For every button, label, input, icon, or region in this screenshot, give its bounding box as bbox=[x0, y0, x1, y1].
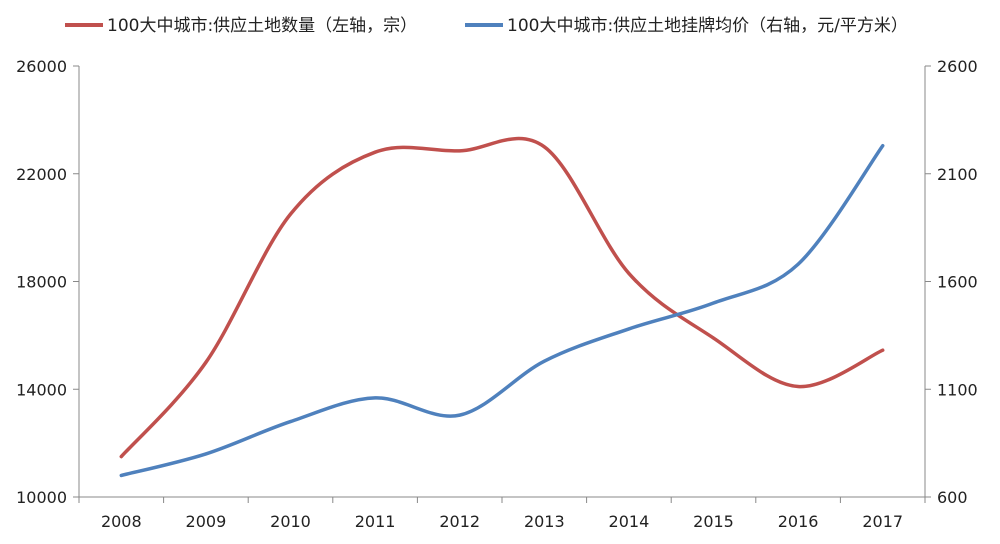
series-1-point-2 bbox=[289, 420, 292, 424]
x-tick-label: 2012 bbox=[439, 512, 480, 531]
x-tick-label: 2014 bbox=[609, 512, 650, 531]
right-tick-label: 1100 bbox=[937, 380, 978, 399]
right-tick-label: 600 bbox=[937, 488, 968, 507]
series-1-point-9 bbox=[881, 144, 885, 148]
series-1-point-4 bbox=[458, 413, 462, 417]
x-tick-label: 2017 bbox=[862, 512, 903, 531]
series-1-point-5 bbox=[542, 359, 546, 363]
left-tick-label: 26000 bbox=[16, 57, 67, 76]
series-group bbox=[119, 136, 885, 478]
series-0-point-8 bbox=[796, 385, 800, 389]
series-1-point-3 bbox=[373, 396, 377, 400]
legend-label-1: 100大中城市:供应土地挂牌均价（右轴，元/平方米） bbox=[507, 16, 908, 36]
legend-item-1: 100大中城市:供应土地挂牌均价（右轴，元/平方米） bbox=[465, 16, 908, 36]
left-tick-label: 18000 bbox=[16, 273, 67, 292]
series-0-point-4 bbox=[458, 149, 462, 153]
series-1-point-0 bbox=[119, 473, 123, 477]
x-tick-label: 2013 bbox=[524, 512, 565, 531]
right-tick-label: 1600 bbox=[937, 273, 978, 292]
left-axis-ticks: 10000 14000 18000 22000 26000 bbox=[16, 57, 79, 507]
x-tick-label: 2009 bbox=[186, 512, 227, 531]
legend: 100大中城市:供应土地数量（左轴，宗） 100大中城市:供应土地挂牌均价（右轴… bbox=[65, 16, 908, 36]
series-0-point-5 bbox=[542, 145, 546, 149]
legend-item-0: 100大中城市:供应土地数量（左轴，宗） bbox=[65, 16, 417, 36]
series-line-0 bbox=[119, 136, 885, 459]
x-tick-label: 2015 bbox=[693, 512, 734, 531]
series-0-point-0 bbox=[119, 455, 123, 459]
x-axis-ticks: 2008 2009 2010 2011 2012 2013 2014 2015 2016 2017 bbox=[78, 497, 926, 531]
x-tick-label: 2010 bbox=[270, 512, 311, 531]
left-tick-label: 14000 bbox=[16, 380, 67, 399]
legend-label-0: 100大中城市:供应土地数量（左轴，宗） bbox=[107, 16, 417, 36]
series-0-point-6 bbox=[627, 271, 631, 275]
x-tick-label: 2011 bbox=[355, 512, 396, 531]
right-axis-ticks: 600 1100 1600 2100 2600 bbox=[925, 57, 978, 507]
plot-area: 10000 14000 18000 22000 26000 600 1100 1600 210… bbox=[16, 57, 978, 531]
left-tick-label: 10000 bbox=[16, 488, 67, 507]
x-tick-label: 2008 bbox=[101, 512, 142, 531]
left-tick-label: 22000 bbox=[16, 165, 67, 184]
right-tick-label: 2600 bbox=[937, 57, 978, 76]
series-line-1 bbox=[119, 143, 885, 478]
x-tick-label: 2016 bbox=[778, 512, 819, 531]
series-0-point-2 bbox=[289, 212, 292, 216]
right-tick-label: 2100 bbox=[937, 165, 978, 184]
series-1-point-6 bbox=[627, 327, 631, 331]
series-0-point-3 bbox=[373, 150, 377, 154]
series-1-point-1 bbox=[204, 452, 208, 456]
series-1-point-8 bbox=[796, 262, 800, 266]
series-0-point-9 bbox=[881, 348, 885, 352]
series-0-point-1 bbox=[204, 360, 208, 364]
series-1-point-7 bbox=[712, 301, 715, 305]
series-0-point-7 bbox=[712, 336, 715, 340]
